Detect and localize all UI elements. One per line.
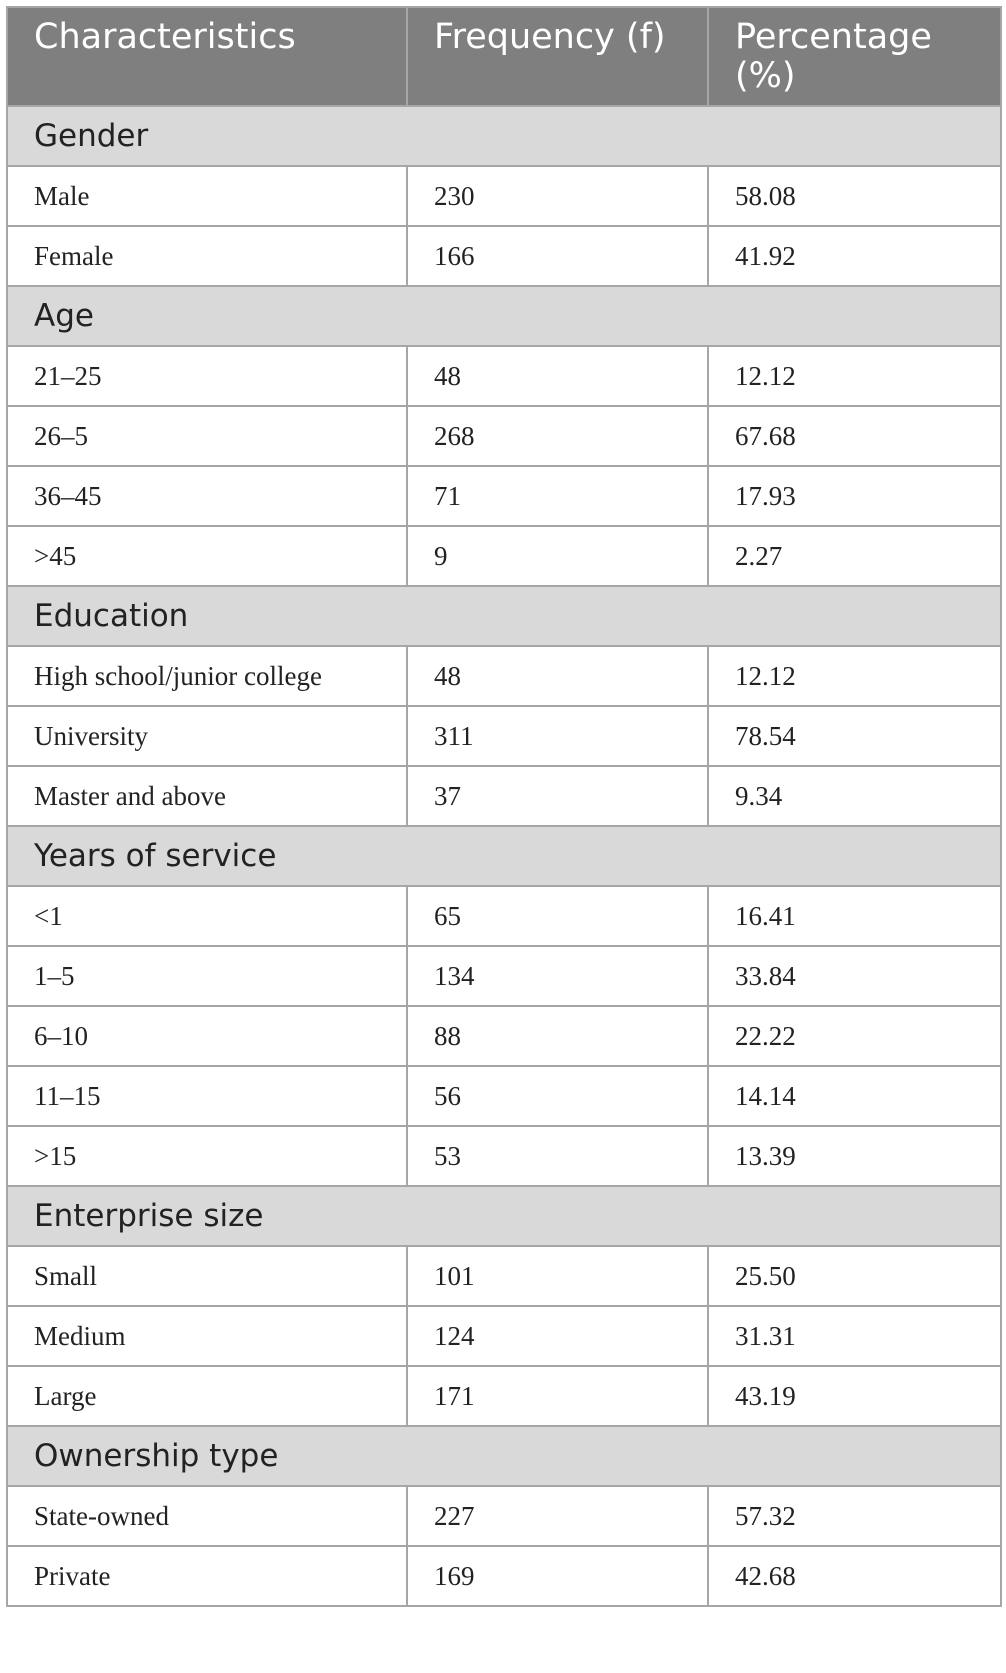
data-row: >45 9 2.27 [6, 525, 1002, 587]
table-cell: Small [6, 1245, 408, 1307]
table-cell: 9 [406, 525, 709, 587]
data-row: <1 65 16.41 [6, 885, 1002, 947]
data-row: University 311 78.54 [6, 705, 1002, 767]
table-cell: 41.92 [707, 225, 1002, 287]
table-cell: Master and above [6, 765, 408, 827]
table-cell: 227 [406, 1485, 709, 1547]
table-cell: 2.27 [707, 525, 1002, 587]
table-cell: 48 [406, 645, 709, 707]
table-cell: 16.41 [707, 885, 1002, 947]
section-title: Enterprise size [6, 1185, 1002, 1247]
data-row: Male 230 58.08 [6, 165, 1002, 227]
section-row: Ownership type [6, 1425, 1002, 1487]
data-row: 36–45 71 17.93 [6, 465, 1002, 527]
table-cell: 48 [406, 345, 709, 407]
table-cell: 56 [406, 1065, 709, 1127]
table-cell: Large [6, 1365, 408, 1427]
table-cell: 12.12 [707, 645, 1002, 707]
table-cell: University [6, 705, 408, 767]
table-cell: High school/junior college [6, 645, 408, 707]
table-cell: 166 [406, 225, 709, 287]
data-table: Characteristics Frequency (f) Percentage (… [6, 6, 1002, 1607]
section-title: Age [6, 285, 1002, 347]
table-cell: 21–25 [6, 345, 408, 407]
table-cell: 26–5 [6, 405, 408, 467]
data-row: Medium 124 31.31 [6, 1305, 1002, 1367]
table-cell: State-owned [6, 1485, 408, 1547]
data-row: 1–5 134 33.84 [6, 945, 1002, 1007]
data-row: Private 169 42.68 [6, 1545, 1002, 1607]
table-cell: >15 [6, 1125, 408, 1187]
data-row: Small 101 25.50 [6, 1245, 1002, 1307]
section-title: Education [6, 585, 1002, 647]
table-cell: 1–5 [6, 945, 408, 1007]
table-cell: 42.68 [707, 1545, 1002, 1607]
table-cell: 171 [406, 1365, 709, 1427]
table-cell: 13.39 [707, 1125, 1002, 1187]
data-row: State-owned 227 57.32 [6, 1485, 1002, 1547]
table-cell: 9.34 [707, 765, 1002, 827]
table-cell: 14.14 [707, 1065, 1002, 1127]
table-cell: 12.12 [707, 345, 1002, 407]
section-title: Gender [6, 105, 1002, 167]
section-title: Ownership type [6, 1425, 1002, 1487]
section-row: Years of service [6, 825, 1002, 887]
table-cell: 58.08 [707, 165, 1002, 227]
section-row: Gender [6, 105, 1002, 167]
table-cell: 36–45 [6, 465, 408, 527]
table-cell: 88 [406, 1005, 709, 1067]
table-body: Gender Male 230 58.08 Female 166 41.92 Age 21–25… [6, 105, 1002, 1607]
table-cell: 65 [406, 885, 709, 947]
table-cell: 101 [406, 1245, 709, 1307]
header-cell: Percentage (%) [707, 6, 1002, 107]
data-row: 11–15 56 14.14 [6, 1065, 1002, 1127]
table-cell: 53 [406, 1125, 709, 1187]
header-cell: Frequency (f) [406, 6, 709, 107]
table-cell: 71 [406, 465, 709, 527]
data-row: Master and above 37 9.34 [6, 765, 1002, 827]
table-cell: 169 [406, 1545, 709, 1607]
table-cell: 37 [406, 765, 709, 827]
table-cell: 230 [406, 165, 709, 227]
table-cell: 78.54 [707, 705, 1002, 767]
table-cell: 25.50 [707, 1245, 1002, 1307]
table-cell: 6–10 [6, 1005, 408, 1067]
header-cell: Characteristics [6, 6, 408, 107]
table-cell: 17.93 [707, 465, 1002, 527]
table-cell: 57.32 [707, 1485, 1002, 1547]
table-cell: >45 [6, 525, 408, 587]
table-cell: 124 [406, 1305, 709, 1367]
table-cell: 43.19 [707, 1365, 1002, 1427]
table-cell: 22.22 [707, 1005, 1002, 1067]
table-cell: Female [6, 225, 408, 287]
table-cell: 134 [406, 945, 709, 1007]
section-title: Years of service [6, 825, 1002, 887]
table-cell: 11–15 [6, 1065, 408, 1127]
header-row: Characteristics Frequency (f) Percentage (… [6, 6, 1002, 107]
data-row: High school/junior college 48 12.12 [6, 645, 1002, 707]
data-row: 6–10 88 22.22 [6, 1005, 1002, 1067]
section-row: Education [6, 585, 1002, 647]
table-cell: 31.31 [707, 1305, 1002, 1367]
data-row: >15 53 13.39 [6, 1125, 1002, 1187]
section-row: Age [6, 285, 1002, 347]
table-cell: Medium [6, 1305, 408, 1367]
data-row: 26–5 268 67.68 [6, 405, 1002, 467]
data-row: Large 171 43.19 [6, 1365, 1002, 1427]
table-cell: 33.84 [707, 945, 1002, 1007]
table-cell: 268 [406, 405, 709, 467]
table-cell: 311 [406, 705, 709, 767]
table-cell: <1 [6, 885, 408, 947]
table-cell: 67.68 [707, 405, 1002, 467]
table-cell: Private [6, 1545, 408, 1607]
data-row: 21–25 48 12.12 [6, 345, 1002, 407]
data-row: Female 166 41.92 [6, 225, 1002, 287]
section-row: Enterprise size [6, 1185, 1002, 1247]
table-cell: Male [6, 165, 408, 227]
